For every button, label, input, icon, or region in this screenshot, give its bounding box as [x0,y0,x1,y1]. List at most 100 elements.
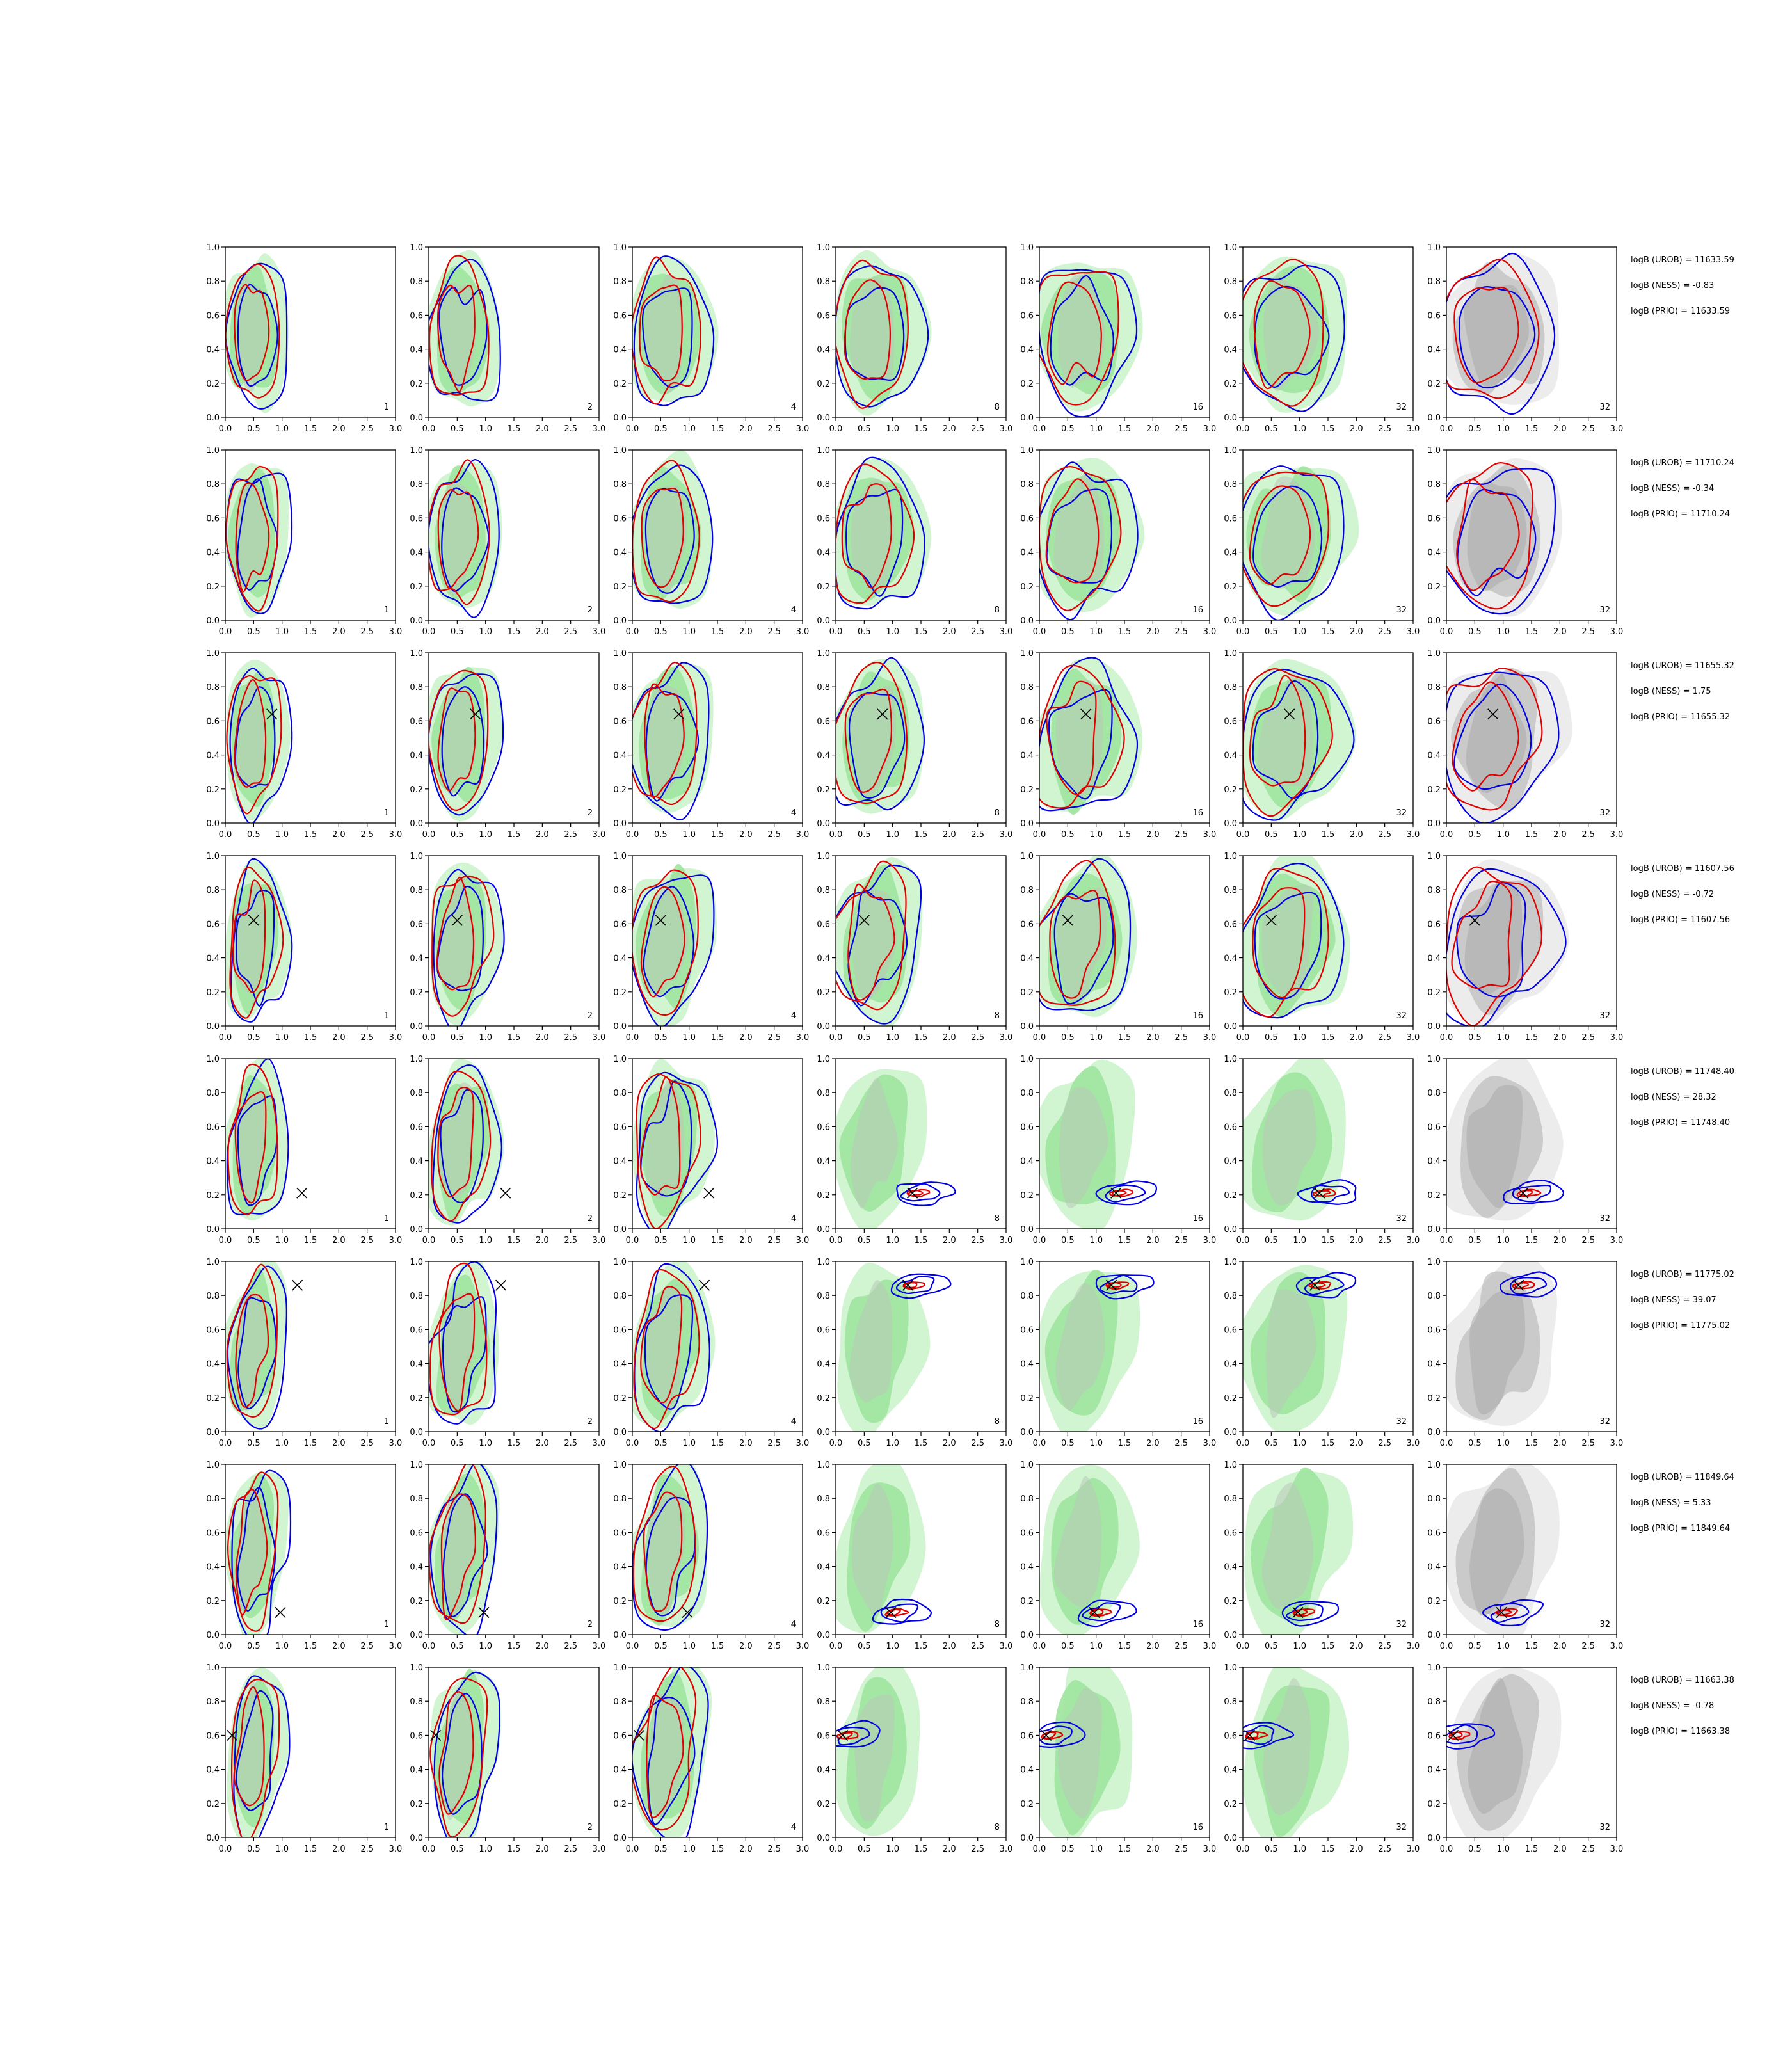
contour-red-outer [1446,462,1533,610]
y-tick-label: 0.2 [1224,1191,1237,1201]
contour-red-outer [632,256,702,405]
x-tick-label: 2.0 [1350,1642,1363,1651]
y-tick-label: 0.6 [613,311,627,321]
x-tick-label: 0.0 [1236,1236,1250,1245]
x-tick-label: 1.0 [1496,424,1510,434]
logb-ness: logB (NESS) = -0.72 [1631,890,1714,899]
x-tick-label: 3.0 [1610,627,1624,637]
y-tick-label: 0.6 [1427,311,1441,321]
x-tick-label: 1.0 [275,424,289,434]
contour-red-outer [884,1608,909,1617]
x-tick-label: 1.5 [1525,1033,1539,1043]
x-tick-label: 2.0 [1350,627,1363,637]
subplot-r1-c3: 0.0 0.5 1.0 1.5 2.0 2.5 3.0 0.0 0.2 0.4 0.6 0.8 1.0 4 [613,243,809,434]
truth-marker [1106,1279,1117,1291]
y-tick-label: 0.2 [1427,582,1441,592]
x-tick-label: 3.0 [389,1236,403,1245]
x-tick-label: 0.0 [626,1033,639,1043]
y-tick-label: 0.0 [613,1428,627,1437]
x-tick-label: 0.0 [829,1033,843,1043]
subplot-r6-c4: 0.0 0.5 1.0 1.5 2.0 2.5 3.0 0.0 0.2 0.4 0.6 0.8 1.0 8 [817,1258,1012,1448]
truth-marker [266,708,278,720]
y-tick-label: 0.2 [1224,582,1237,592]
y-tick-label: 1.0 [410,1055,423,1064]
density-fill-core [1469,1290,1526,1415]
y-tick-label: 1.0 [817,1460,830,1470]
truth-marker [682,1606,693,1618]
contour-blue-inner [880,1603,918,1623]
x-tick-label: 2.5 [1378,830,1391,840]
subplot-r7-c7: 0.0 0.5 1.0 1.5 2.0 2.5 3.0 0.0 0.2 0.4 0.6 0.8 1.0 3… [1427,1460,1623,1651]
logb-annotations-row-5: logB (UROB) = 11748.40 logB (NESS) = 28.3… [1631,1067,1734,1128]
x-tick-label: 1.0 [682,1844,696,1854]
y-tick-label: 0.2 [613,380,627,389]
x-tick-label: 1.0 [275,627,289,637]
x-tick-label: 0.0 [422,1642,436,1651]
y-tick-label: 1.0 [1427,852,1441,861]
x-tick-label: 3.0 [1610,1642,1624,1651]
x-tick-label: 1.5 [1118,1439,1132,1448]
x-tick-label: 1.0 [479,1033,492,1043]
x-tick-label: 2.5 [1174,1236,1188,1245]
y-tick-label: 0.8 [1427,1089,1441,1098]
contour-blue-outer [1446,868,1567,1026]
x-tick-label: 2.5 [360,627,374,637]
x-tick-label: 2.0 [1553,627,1567,637]
y-tick-label: 0.4 [613,1360,627,1370]
panel-count-label: 32 [1599,1620,1610,1629]
x-tick-label: 1.5 [1525,424,1539,434]
contour-blue-outer [231,1469,292,1635]
x-tick-label: 2.5 [360,424,374,434]
y-tick-label: 0.2 [1224,1394,1237,1404]
x-tick-label: 2.0 [1350,830,1363,840]
subplot-r5-c6: 0.0 0.5 1.0 1.5 2.0 2.5 3.0 0.0 0.2 0.4 0.6 0.8 1.0 3… [1224,1055,1420,1245]
panel-count-label: 2 [588,403,593,412]
x-tick-label: 0.0 [1236,830,1250,840]
x-tick-label: 1.5 [915,1439,928,1448]
x-tick-label: 3.0 [593,627,606,637]
x-tick-label: 1.0 [682,1642,696,1651]
subplot-r4-c1: 0.0 0.5 1.0 1.5 2.0 2.5 3.0 0.0 0.2 0.4 0.6 0.8 1.0 1 [206,852,402,1043]
contour-blue-outer [1446,468,1556,615]
y-tick-label: 0.2 [1224,785,1237,795]
x-tick-label: 0.0 [626,627,639,637]
y-tick-label: 0.6 [206,514,220,524]
x-tick-label: 1.5 [1118,1844,1132,1854]
x-tick-label: 0.5 [858,1033,871,1043]
x-tick-label: 2.0 [536,1439,549,1448]
subplot-r2-c7: 0.0 0.5 1.0 1.5 2.0 2.5 3.0 0.0 0.2 0.4 0.6 0.8 1.0 3… [1427,446,1623,637]
panel-count-label: 2 [588,605,593,615]
contour-red-inner [1045,478,1100,584]
y-tick-label: 0.2 [613,582,627,592]
y-tick-label: 0.4 [1020,1157,1034,1167]
contour-red-outer [1243,259,1324,407]
x-tick-label: 0.5 [247,1439,260,1448]
x-tick-label: 1.5 [711,1033,724,1043]
y-tick-label: 0.8 [206,683,220,692]
contour-blue-outer [429,1464,498,1635]
contour-red-inner [234,679,267,788]
x-tick-label: 1.0 [1496,1642,1510,1651]
truth-marker [655,915,666,926]
x-tick-label: 2.5 [360,1439,374,1448]
x-tick-label: 0.5 [1265,627,1278,637]
panel-count-label: 32 [1396,808,1407,818]
x-tick-label: 3.0 [1203,1033,1217,1043]
x-tick-label: 3.0 [796,424,810,434]
y-tick-label: 0.0 [1427,1225,1441,1235]
x-tick-label: 1.0 [886,627,899,637]
density-fill-core [234,678,266,789]
subplot-r2-c4: 0.0 0.5 1.0 1.5 2.0 2.5 3.0 0.0 0.2 0.4 0.6 0.8 1.0 8 [817,446,1012,637]
y-tick-label: 0.6 [613,1325,627,1335]
x-tick-label: 2.0 [332,627,346,637]
y-tick-label: 1.0 [1224,1055,1237,1064]
panel-count-label: 1 [384,1823,389,1832]
density-fill-core [1055,1283,1105,1411]
subplot-r8-c4: 0.0 0.5 1.0 1.5 2.0 2.5 3.0 0.0 0.2 0.4 0.6 0.8 1.0 8 [817,1663,1012,1854]
y-tick-label: 0.4 [1020,1766,1034,1775]
y-tick-label: 1.0 [613,1663,627,1673]
x-tick-label: 2.5 [1581,830,1595,840]
subplot-r2-c2: 0.0 0.5 1.0 1.5 2.0 2.5 3.0 0.0 0.2 0.4 0.6 0.8 1.0 2 [410,446,605,637]
x-tick-label: 2.0 [1553,1844,1567,1854]
contour-red-inner [1514,1282,1529,1289]
